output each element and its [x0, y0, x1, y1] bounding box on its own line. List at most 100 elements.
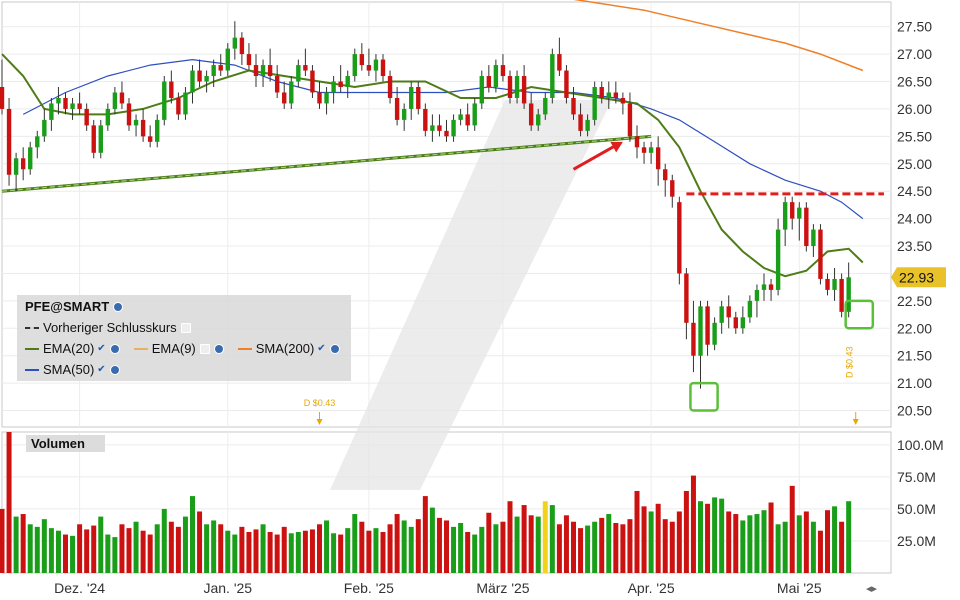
candle-body [486, 76, 492, 87]
x-tick-label: Mai '25 [777, 580, 822, 596]
volume-bar [352, 514, 358, 573]
candle-body [691, 322, 696, 356]
candle-body [239, 37, 245, 55]
volume-bar [726, 511, 732, 573]
x-tick-label: Jan. '25 [203, 580, 252, 596]
check-icon[interactable]: ✔ [317, 343, 326, 354]
volume-bar [232, 534, 238, 573]
volume-bar [549, 505, 555, 573]
candle-body [761, 284, 767, 290]
volume-bar [126, 528, 132, 573]
volume-bar [698, 501, 703, 573]
volume-bar [592, 521, 598, 573]
volume-bar [676, 511, 682, 573]
price-tick-label: 26.00 [897, 101, 932, 117]
volume-bar [754, 514, 760, 573]
check-icon[interactable]: ✔ [97, 364, 106, 375]
candle-body [373, 59, 379, 71]
volume-bar [634, 490, 640, 573]
volume-bar [380, 531, 386, 573]
candle-body [204, 76, 209, 82]
candle-body [190, 70, 195, 93]
volume-bar [267, 531, 273, 573]
candle-body [775, 229, 781, 290]
volume-bar [204, 524, 210, 573]
candle-body [105, 108, 111, 126]
volume-bar [218, 524, 224, 573]
candle-body [613, 92, 619, 98]
volume-bar [669, 521, 675, 573]
candle-body [557, 54, 562, 71]
volume-bar [48, 528, 54, 573]
candle-body [260, 65, 266, 77]
volume-bar [154, 524, 160, 573]
volume-bar [239, 526, 245, 573]
volume-bar [408, 526, 414, 573]
volume-bar [387, 524, 393, 573]
volume-bar [133, 521, 139, 573]
volume-bar [782, 521, 788, 573]
chart-legend: PFE@SMART Vorheriger Schlusskurs EMA(20)… [17, 295, 351, 381]
settings-dot-icon[interactable] [329, 343, 340, 354]
legend-ema9: EMA(9) [151, 341, 196, 356]
settings-dot-icon[interactable] [113, 301, 124, 312]
candle-body [423, 108, 428, 131]
ema20-line [1, 53, 864, 278]
candle-body [684, 273, 689, 323]
volume-bar [648, 511, 654, 573]
x-tick-label: März '25 [476, 580, 529, 596]
candle-body [345, 76, 350, 87]
settings-dot-icon[interactable] [213, 343, 224, 354]
volume-panel-title: Volumen [26, 435, 105, 452]
volume-bar [190, 496, 195, 573]
settings-dot-icon[interactable] [109, 343, 120, 354]
volume-bar [451, 526, 457, 573]
toggle-box-icon[interactable] [180, 322, 191, 333]
candle-body [77, 103, 82, 109]
volume-bar [324, 520, 330, 573]
candle-body [56, 97, 61, 104]
check-icon[interactable]: ✔ [97, 343, 106, 354]
candle-body [507, 76, 513, 98]
candle-body [655, 147, 661, 170]
volume-bar [796, 515, 802, 573]
volume-bar [641, 506, 647, 573]
candle-body [303, 65, 308, 71]
volume-bar [712, 497, 718, 573]
candle-body [296, 65, 301, 82]
volume-bar [182, 516, 188, 573]
volume-bar [77, 524, 83, 573]
candle-body [91, 125, 96, 153]
volume-bar [373, 528, 379, 573]
candle-body [49, 103, 54, 120]
price-tick-label: 27.00 [897, 46, 932, 62]
volume-bar [422, 496, 428, 573]
volume-bar [832, 506, 838, 573]
toggle-box-icon[interactable] [199, 343, 210, 354]
candle-body [543, 97, 548, 115]
candle-body [592, 87, 597, 120]
volume-bar [253, 529, 259, 573]
volume-bar [599, 517, 605, 573]
volume-bar [472, 534, 478, 573]
price-tick-label: 21.50 [897, 348, 932, 364]
volume-bar [211, 520, 217, 573]
settings-dot-icon[interactable] [109, 364, 120, 375]
candle-body [225, 48, 230, 71]
volume-bar [20, 514, 26, 573]
candle-body [585, 119, 590, 131]
candle-body [35, 136, 40, 148]
scroll-right-icon[interactable]: ◂▸ [866, 582, 878, 595]
candle-body [211, 65, 216, 77]
candle-body [620, 97, 626, 104]
volume-bar [34, 526, 40, 573]
candle-body [825, 278, 830, 290]
candle-body [634, 136, 640, 148]
volume-bar [810, 521, 816, 573]
price-tick-label: 20.50 [897, 403, 932, 419]
volume-bar [317, 524, 322, 573]
last-price-label: 22.93 [899, 269, 934, 285]
price-tick-label: 22.00 [897, 320, 932, 336]
candle-body [782, 202, 788, 230]
